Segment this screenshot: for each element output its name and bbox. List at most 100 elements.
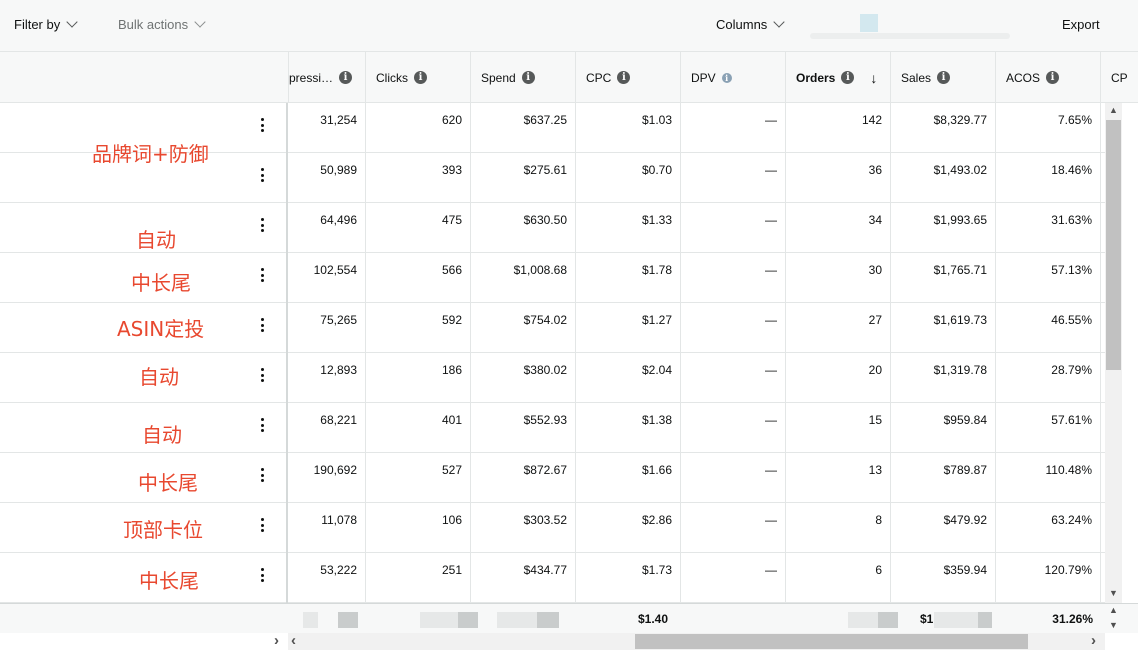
cell-cpc: $1.27 [575, 303, 680, 353]
scroll-left-arrow-icon[interactable]: ‹ [291, 632, 296, 649]
cell-cpx [1100, 403, 1105, 453]
column-header-cp[interactable]: CP [1100, 52, 1138, 103]
scroll-down-arrow-icon[interactable]: ▼ [1109, 588, 1118, 598]
more-options-icon[interactable] [258, 267, 266, 283]
column-header-acos[interactable]: ACOS i [995, 52, 1100, 103]
table-row: 68,221 401 $552.93 $1.38—15 $959.84 57.61% [288, 403, 1105, 453]
scroll-down-arrow-icon[interactable]: ▼ [1109, 620, 1118, 630]
column-header-label: CP [1111, 70, 1128, 85]
cell-sales: $1,493.02 [890, 153, 995, 203]
cell-clicks: 401 [365, 403, 470, 453]
more-options-icon[interactable] [258, 117, 266, 133]
scroll-up-arrow-icon[interactable]: ▲ [1109, 105, 1118, 115]
cell-orders: 142 [785, 103, 890, 153]
frozen-row [0, 353, 286, 403]
cell-orders: 30 [785, 253, 890, 303]
table-row: 11,078 106 $303.52 $2.86—8 $479.92 63.24% [288, 503, 1105, 553]
bulk-actions-label: Bulk actions [118, 17, 189, 32]
more-options-icon[interactable] [258, 417, 266, 433]
info-icon[interactable]: i [721, 72, 732, 83]
cell-impressions: 53,222 [320, 563, 357, 577]
redacted-value [420, 612, 458, 628]
horizontal-scrollbar[interactable]: ‹ › [288, 633, 1105, 650]
redacted-value [458, 612, 478, 628]
cell-acos: 7.65% [995, 103, 1100, 153]
info-icon[interactable]: i [521, 71, 535, 84]
cell-sales: $959.84 [890, 403, 995, 453]
vertical-scrollbar[interactable]: ▲ ▼ [1105, 103, 1122, 603]
export-label: Export [1062, 17, 1100, 32]
cell-spend: $754.02 [470, 303, 575, 353]
redacted-value [303, 612, 318, 628]
cell-impressions: 102,554 [313, 263, 357, 277]
cell-clicks: 106 [365, 503, 470, 553]
redacted-value [848, 612, 878, 628]
chevron-down-icon [66, 16, 78, 28]
cell-acos: 57.13% [995, 253, 1100, 303]
table-row: 190,692 527 $872.67 $1.66—13 $789.87 110.48% [288, 453, 1105, 503]
more-options-icon[interactable] [258, 367, 266, 383]
info-icon[interactable]: i [937, 71, 951, 84]
export-button[interactable]: Export [1062, 17, 1100, 32]
info-icon[interactable]: i [414, 71, 427, 84]
column-header-label: Sales [901, 70, 932, 85]
columns-label: Columns [716, 17, 768, 32]
scroll-up-arrow-icon[interactable]: ▲ [1109, 605, 1118, 615]
cell-dpv: — [680, 153, 785, 203]
cell-acos: 46.55% [995, 303, 1100, 353]
info-icon[interactable]: i [1046, 71, 1060, 84]
scrollbar-thumb[interactable] [1106, 120, 1121, 370]
redacted-value [978, 612, 992, 628]
more-options-icon[interactable] [258, 467, 266, 483]
annotation-label: 中长尾 [138, 471, 198, 495]
column-header-spend[interactable]: Spend i [470, 52, 575, 103]
bulk-actions-dropdown[interactable]: Bulk actions [118, 16, 206, 32]
cell-clicks: 393 [365, 153, 470, 203]
cell-impressions: 68,221 [320, 413, 357, 427]
cell-cpc: $1.78 [575, 253, 680, 303]
cell-clicks: 620 [365, 103, 470, 153]
cell-spend: $380.02 [470, 353, 575, 403]
filter-by-dropdown[interactable]: Filter by [14, 16, 78, 32]
cell-cpx [1100, 303, 1105, 353]
info-icon[interactable]: i [617, 71, 631, 84]
column-header-orders[interactable]: Orders i ↓ [785, 52, 890, 103]
cell-spend: $275.61 [470, 153, 575, 203]
cell-dpv: — [680, 253, 785, 303]
more-options-icon[interactable] [258, 317, 266, 333]
column-header-label: ACOS [1006, 70, 1041, 85]
cell-cpx [1100, 353, 1105, 403]
more-options-icon[interactable] [258, 217, 266, 233]
column-header-dpv[interactable]: DPV i [680, 52, 785, 103]
redacted-region [810, 33, 1010, 39]
frozen-scroll-right-icon[interactable]: › [274, 632, 279, 649]
column-header-impressions[interactable]: pressi… i [288, 52, 365, 103]
more-options-icon[interactable] [258, 517, 266, 533]
table-row: 53,222 251 $434.77 $1.73—6 $359.94 120.79% [288, 553, 1105, 603]
redacted-value [934, 612, 978, 628]
column-header-sales[interactable]: Sales i [890, 52, 995, 103]
column-header-clicks[interactable]: Clicks i [365, 52, 470, 103]
cell-orders: 20 [785, 353, 890, 403]
table-row: 12,893 186 $380.02 $2.04—20 $1,319.78 28.79% [288, 353, 1105, 403]
column-header-label: pressi… [289, 70, 334, 85]
table-row: 31,254 620 $637.25 $1.03—142 $8,329.77 7.65% [288, 103, 1105, 153]
frozen-row [0, 503, 286, 553]
cell-dpv: — [680, 103, 785, 153]
cell-acos: 28.79% [995, 353, 1100, 403]
sort-descending-icon[interactable]: ↓ [870, 69, 878, 86]
cell-acos: 63.24% [995, 503, 1100, 553]
columns-dropdown[interactable]: Columns [716, 16, 785, 32]
cell-dpv: — [680, 203, 785, 253]
cell-clicks: 475 [365, 203, 470, 253]
column-header-cpc[interactable]: CPC i [575, 52, 680, 103]
annotation-label: 中长尾 [139, 569, 199, 593]
cell-cpc: $1.66 [575, 453, 680, 503]
more-options-icon[interactable] [258, 167, 266, 183]
info-icon[interactable]: i [339, 71, 353, 84]
cell-acos: 120.79% [995, 553, 1100, 603]
scroll-right-arrow-icon[interactable]: › [1091, 632, 1096, 649]
more-options-icon[interactable] [258, 567, 266, 583]
info-icon[interactable]: i [841, 71, 855, 84]
scrollbar-thumb[interactable] [635, 634, 1028, 649]
